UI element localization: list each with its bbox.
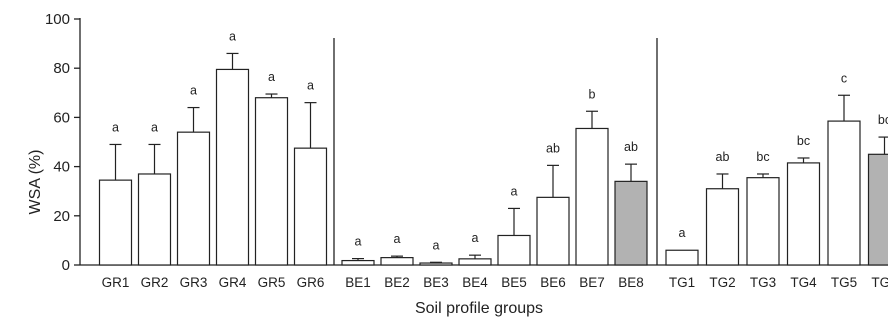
y-axis-title: WSA (%) [27, 150, 44, 215]
significance-label: ab [546, 141, 560, 155]
category-label: BE1 [345, 275, 371, 290]
significance-label: a [355, 235, 362, 249]
significance-label: a [679, 226, 686, 240]
significance-label: c [841, 71, 847, 85]
category-label: BE8 [618, 275, 644, 290]
x-axis-title: Soil profile groups [415, 300, 543, 317]
significance-label: a [190, 84, 197, 98]
significance-label: b [589, 87, 596, 101]
bar [458, 258, 492, 266]
y-tick-label: 80 [53, 60, 70, 77]
category-label: BE7 [579, 275, 605, 290]
bar [705, 188, 740, 266]
y-tick-label: 40 [53, 159, 70, 176]
bar [665, 249, 699, 266]
significance-label: bc [878, 113, 888, 127]
category-label: TG5 [831, 275, 857, 290]
bar [536, 196, 570, 266]
significance-label: a [268, 70, 275, 84]
category-label: GR1 [102, 275, 130, 290]
category-label: BE6 [540, 275, 566, 290]
bar [867, 153, 888, 266]
y-tick-label: 100 [45, 11, 70, 28]
bar [137, 173, 172, 266]
bar [827, 120, 861, 266]
category-label: GR6 [297, 275, 325, 290]
category-label: GR4 [219, 275, 247, 290]
y-tick-label: 60 [53, 109, 70, 126]
y-tick-label: 0 [62, 257, 70, 274]
category-label: GR2 [141, 275, 169, 290]
category-label: BE4 [462, 275, 488, 290]
significance-label: bc [756, 150, 769, 164]
significance-label: a [229, 29, 236, 43]
bar [176, 131, 211, 266]
bar [786, 162, 821, 266]
category-label: TG3 [750, 275, 776, 290]
category-label: GR3 [180, 275, 208, 290]
significance-label: a [112, 120, 119, 134]
y-tick-label: 20 [53, 208, 70, 225]
bar [293, 147, 328, 266]
bar [254, 97, 289, 266]
significance-label: a [433, 238, 440, 252]
bar [575, 127, 609, 266]
significance-label: ab [624, 140, 638, 154]
significance-label: a [511, 184, 518, 198]
category-label: TG1 [669, 275, 695, 290]
category-label: BE2 [384, 275, 410, 290]
significance-label: ab [716, 150, 730, 164]
significance-label: a [472, 231, 479, 245]
category-label: TG2 [709, 275, 735, 290]
category-label: BE5 [501, 275, 527, 290]
bar [497, 234, 531, 266]
bar [98, 179, 133, 266]
significance-label: bc [797, 134, 810, 148]
bar [614, 180, 648, 266]
bar [341, 259, 375, 266]
significance-label: a [151, 120, 158, 134]
bar [215, 68, 250, 266]
category-label: BE3 [423, 275, 449, 290]
category-label: GR5 [258, 275, 286, 290]
bar [746, 177, 780, 266]
bar [380, 257, 414, 266]
category-label: TG4 [790, 275, 817, 290]
bar [419, 262, 453, 266]
category-label: TG6 [871, 275, 888, 290]
plot-area: 0 20 40 60 80 100 a GR1 a GR2 a GR3 a GR4 a GR5 a GR6 a BE1… [45, 11, 888, 290]
significance-label: a [394, 232, 401, 246]
significance-label: a [307, 79, 314, 93]
